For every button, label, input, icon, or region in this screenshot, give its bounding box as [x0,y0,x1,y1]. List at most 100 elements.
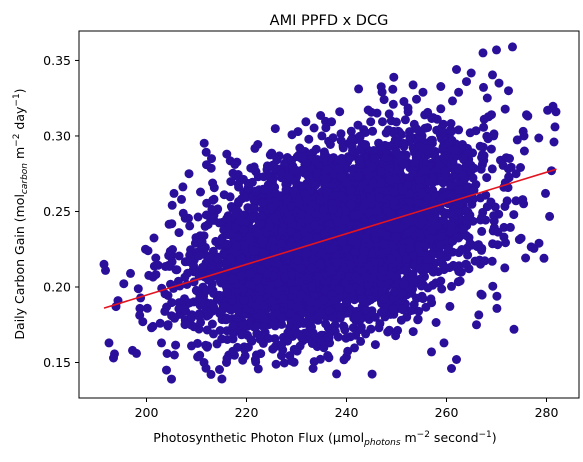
scatter-point [174,251,184,261]
scatter-point [167,200,177,210]
scatter-point [457,245,467,254]
scatter-point [378,117,387,127]
scatter-point [264,333,273,343]
scatter-point [444,244,453,254]
scatter-point [336,129,346,139]
scatter-point [160,306,170,316]
scatter-point [270,213,280,223]
scatter-point [379,294,389,304]
scatter-point [194,311,204,321]
scatter-point [305,205,315,215]
scatter-point [270,334,280,344]
scatter-point [363,170,373,180]
scatter-point [190,238,200,248]
scatter-point [310,220,320,230]
scatter-point [311,180,321,190]
scatter-point [258,184,268,194]
scatter-point [438,128,448,137]
scatter-point [278,294,288,304]
scatter-point [479,122,489,132]
scatter-point [354,84,364,94]
scatter-point [231,241,241,251]
scatter-point [267,203,277,213]
scatter-point [392,219,402,229]
scatter-point [418,216,428,226]
scatter-point [149,233,159,243]
scatter-point [163,321,173,331]
scatter-point [332,217,342,227]
scatter-point [408,80,418,90]
scatter-point [293,329,303,339]
scatter-point [350,247,360,257]
scatter-point [245,269,255,279]
scatter-point [426,294,436,304]
scatter-point [327,227,337,237]
scatter-point [379,239,389,249]
scatter-point [271,359,281,369]
scatter-point [408,269,418,279]
scatter-point [413,314,423,324]
scatter-point [428,198,438,208]
scatter-point [254,283,264,293]
scatter-point [364,261,374,271]
scatter-point [435,160,445,170]
scatter-point [412,124,421,134]
scatter-point [438,215,448,225]
scatter-point [170,313,180,323]
scatter-point [201,147,211,157]
scatter-point [180,294,189,304]
scatter-point [412,293,422,303]
scatter-point [301,236,311,246]
scatter-point [463,250,473,260]
scatter-point [315,195,325,205]
scatter-point [317,336,327,346]
scatter-point [255,219,265,229]
scatter-point [245,235,255,245]
scatter-point [255,331,265,341]
scatter-point [503,164,513,174]
scatter-point [383,327,393,337]
scatter-point [324,353,334,363]
scatter-point [438,142,448,152]
scatter-point [307,339,317,348]
scatter-point [257,236,267,246]
scatter-point [307,322,316,332]
scatter-point [304,134,314,144]
scatter-point [398,305,408,315]
scatter-point [353,171,363,181]
scatter-point [415,176,425,186]
scatter-point [208,286,218,296]
scatter-point [477,212,487,222]
scatter-point [193,352,203,362]
scatter-point [317,131,327,141]
scatter-point [256,211,266,221]
scatter-point [412,94,421,104]
scatter-point [421,302,431,312]
scatter-point [312,233,322,243]
scatter-point [340,215,350,225]
scatter-point [360,140,370,150]
scatter-point [333,332,343,342]
scatter-point [486,144,496,154]
scatter-point [239,295,249,305]
scatter-point [346,199,356,209]
scatter-point [326,265,335,275]
scatter-point [321,174,331,184]
scatter-point [269,244,279,254]
scatter-point [373,206,382,216]
scatter-point [178,208,188,218]
scatter-point [280,204,290,214]
scatter-point [351,312,361,322]
scatter-point [250,165,260,175]
scatter-point [226,229,235,239]
scatter-point [445,301,455,311]
scatter-point [265,285,275,295]
scatter-point [294,198,304,208]
scatter-point [205,253,215,263]
scatter-point [399,159,409,169]
scatter-point [453,164,463,174]
scatter-point [334,285,344,295]
scatter-point [259,322,269,332]
scatter-point [336,136,346,146]
